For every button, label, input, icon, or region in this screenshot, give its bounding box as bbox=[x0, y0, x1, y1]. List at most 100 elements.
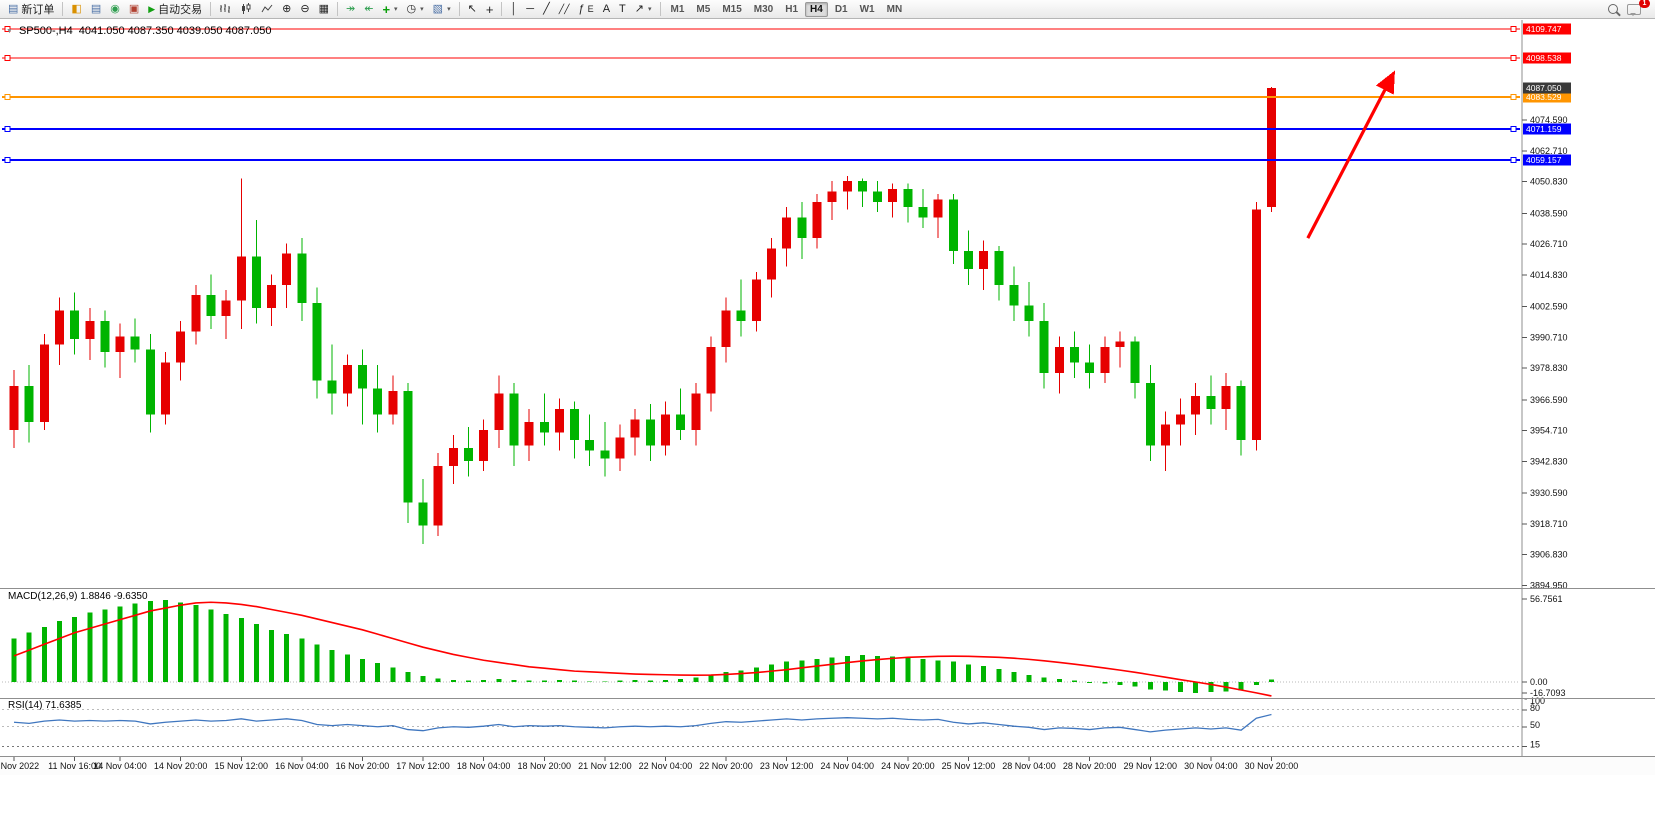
svg-text:4071.159: 4071.159 bbox=[1526, 124, 1562, 134]
timeframe-d1-button[interactable]: D1 bbox=[830, 2, 853, 17]
timeframe-m1-button[interactable]: M1 bbox=[666, 2, 690, 17]
svg-text:18 Nov 20:00: 18 Nov 20:00 bbox=[517, 761, 571, 771]
line-handle[interactable] bbox=[1510, 26, 1517, 32]
timeframe-h4-button[interactable]: H4 bbox=[805, 1, 828, 17]
line-handle[interactable] bbox=[4, 55, 11, 62]
timeframe-m5-button[interactable]: M5 bbox=[691, 2, 715, 17]
line-handle[interactable] bbox=[4, 26, 11, 32]
new-order-label: 新订单 bbox=[21, 4, 55, 16]
trendline-button[interactable]: ╱ bbox=[539, 1, 554, 18]
market-watch-button[interactable]: ◧ bbox=[67, 1, 85, 18]
svg-text:100: 100 bbox=[1530, 696, 1545, 706]
timeframe-m15-button[interactable]: M15 bbox=[717, 2, 746, 17]
candlestick-series bbox=[9, 87, 1276, 544]
timeframe-h1-button[interactable]: H1 bbox=[780, 2, 803, 17]
svg-text:4109.747: 4109.747 bbox=[1526, 24, 1562, 34]
price-level-lines[interactable] bbox=[2, 26, 1520, 164]
toolbar-separator bbox=[458, 2, 460, 16]
svg-text:3990.710: 3990.710 bbox=[1530, 332, 1568, 342]
pane-splitter-rsi-time[interactable] bbox=[0, 756, 1655, 757]
svg-text:4087.050: 4087.050 bbox=[1526, 83, 1562, 93]
chat-button[interactable]: 1 bbox=[1623, 0, 1650, 18]
rsi-line bbox=[13, 713, 1272, 733]
periods-button[interactable]: ◷ ▾ bbox=[403, 1, 428, 18]
svg-text:4038.590: 4038.590 bbox=[1530, 208, 1568, 218]
trend-arrow[interactable] bbox=[1306, 70, 1395, 239]
notification-badge: 1 bbox=[1639, 0, 1650, 8]
svg-text:23 Nov 12:00: 23 Nov 12:00 bbox=[760, 761, 814, 771]
svg-text:14 Nov 04:00: 14 Nov 04:00 bbox=[93, 761, 147, 771]
tile-windows-button[interactable]: ▦ bbox=[315, 1, 333, 18]
text-tool-button[interactable]: A bbox=[599, 1, 614, 18]
line-chart-button[interactable] bbox=[257, 1, 277, 18]
timeframe-group: M1 M5 M15 M30 H1 H4 D1 W1 MN bbox=[665, 1, 909, 17]
zoom-out-button[interactable]: ⊖ bbox=[296, 1, 313, 18]
macd-pane[interactable] bbox=[0, 589, 1522, 698]
svg-text:11 Nov 16:00: 11 Nov 16:00 bbox=[48, 761, 101, 771]
chart-shift-button[interactable]: ↞ bbox=[360, 1, 377, 18]
candlestick-button[interactable] bbox=[236, 1, 256, 18]
indicators-button[interactable]: + ▾ bbox=[378, 1, 401, 18]
candlestick-icon bbox=[242, 3, 251, 14]
bar-chart-button[interactable] bbox=[215, 1, 235, 18]
timeframe-w1-button[interactable]: W1 bbox=[855, 2, 880, 17]
horizontal-line-icon: ─ bbox=[526, 2, 535, 15]
svg-text:28 Nov 04:00: 28 Nov 04:00 bbox=[1002, 761, 1056, 771]
time-axis[interactable] bbox=[0, 757, 1522, 775]
line-handle[interactable] bbox=[4, 157, 11, 164]
templates-icon: ▧ bbox=[432, 2, 444, 15]
collapse-panel-icon[interactable]: ▼ bbox=[6, 27, 13, 35]
svg-text:3942.830: 3942.830 bbox=[1530, 456, 1568, 466]
svg-text:16 Nov 04:00: 16 Nov 04:00 bbox=[275, 761, 329, 771]
search-button[interactable] bbox=[1604, 1, 1622, 18]
chart-canvas[interactable] bbox=[0, 19, 1522, 588]
svg-text:3954.710: 3954.710 bbox=[1530, 426, 1568, 436]
shapes-button[interactable]: ↗ ▾ bbox=[631, 1, 656, 18]
cursor-icon: ↖ bbox=[467, 2, 477, 15]
price-level-badges: 4109.747 4098.538 4083.529 4071.159 4059.157… bbox=[1523, 23, 1571, 166]
periods-icon: ◷ bbox=[406, 2, 417, 15]
svg-text:80: 80 bbox=[1530, 703, 1540, 713]
zoom-out-icon: ⊖ bbox=[300, 2, 310, 15]
templates-button[interactable]: ▧ ▾ bbox=[429, 1, 455, 18]
pane-splitter-main-macd[interactable] bbox=[0, 588, 1655, 589]
auto-scroll-button[interactable]: ↠ bbox=[342, 1, 359, 18]
line-handle[interactable] bbox=[1510, 125, 1517, 132]
navigator-button[interactable]: ◉ bbox=[106, 1, 124, 18]
svg-text:0.00: 0.00 bbox=[1530, 677, 1548, 687]
trendline-icon: ╱ bbox=[543, 2, 550, 15]
timeframe-m30-button[interactable]: M30 bbox=[749, 2, 778, 17]
bar-chart-icon bbox=[220, 4, 231, 13]
auto-trading-label: 自动交易 bbox=[158, 4, 203, 16]
channel-button[interactable]: ╱╱ bbox=[555, 1, 574, 18]
svg-text:3930.590: 3930.590 bbox=[1530, 488, 1568, 498]
terminal-button[interactable]: ▣ bbox=[125, 1, 143, 18]
line-handle[interactable] bbox=[4, 125, 11, 132]
fibonacci-e-label: E bbox=[587, 3, 594, 14]
price-axis-labels: 4074.590 4062.710 4050.830 4038.590 4026.710… bbox=[1522, 115, 1568, 590]
price-axis[interactable] bbox=[1522, 19, 1655, 757]
horizontal-line-button[interactable]: ─ bbox=[522, 1, 538, 18]
crosshair-button[interactable]: + bbox=[482, 1, 498, 18]
new-order-button[interactable]: ▤ 新订单 bbox=[4, 1, 58, 18]
cursor-button[interactable]: ↖ bbox=[464, 1, 481, 18]
svg-text:4074.590: 4074.590 bbox=[1530, 115, 1568, 125]
line-handle[interactable] bbox=[1510, 93, 1517, 100]
svg-text:29 Nov 12:00: 29 Nov 12:00 bbox=[1123, 761, 1177, 771]
svg-text:-16.7093: -16.7093 bbox=[1530, 688, 1566, 698]
zoom-in-button[interactable]: ⊕ bbox=[278, 1, 295, 18]
timeframe-mn-button[interactable]: MN bbox=[882, 2, 908, 17]
rsi-pane[interactable] bbox=[0, 699, 1522, 756]
line-handle[interactable] bbox=[4, 93, 11, 100]
label-tool-button[interactable]: T bbox=[615, 1, 630, 18]
toolbar-separator bbox=[62, 2, 64, 16]
line-handle[interactable] bbox=[1510, 55, 1517, 62]
auto-trading-button[interactable]: ▶ 自动交易 bbox=[144, 1, 206, 18]
label-tool-icon: T bbox=[619, 2, 626, 15]
line-handle[interactable] bbox=[1510, 157, 1517, 164]
svg-text:3966.590: 3966.590 bbox=[1530, 395, 1568, 405]
fibonacci-button[interactable]: ƒ E bbox=[575, 1, 598, 18]
data-window-button[interactable]: ▤ bbox=[87, 1, 105, 18]
vertical-line-button[interactable]: │ bbox=[506, 1, 521, 18]
pane-splitter-macd-rsi[interactable] bbox=[0, 698, 1655, 699]
